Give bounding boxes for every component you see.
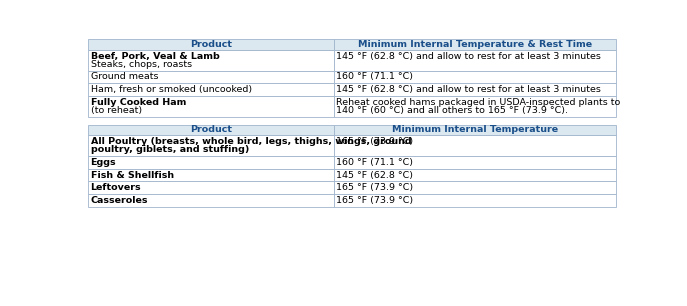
Bar <box>88 135 334 156</box>
Text: 145 °F (62.8 °C) and allow to rest for at least 3 minutes: 145 °F (62.8 °C) and allow to rest for a… <box>336 85 601 94</box>
Text: Reheat cooked hams packaged in USDA-inspected plants to: Reheat cooked hams packaged in USDA-insp… <box>336 98 620 107</box>
Text: Casseroles: Casseroles <box>91 196 148 205</box>
Text: Minimum Internal Temperature: Minimum Internal Temperature <box>392 125 558 134</box>
Text: 165 °F (73.9 °C): 165 °F (73.9 °C) <box>336 137 413 146</box>
Bar <box>88 96 334 117</box>
Text: All Poultry (breasts, whole bird, legs, thighs, wings, ground: All Poultry (breasts, whole bird, legs, … <box>91 137 411 146</box>
Text: 145 °F (62.8 °C): 145 °F (62.8 °C) <box>336 171 413 180</box>
Bar <box>88 125 334 135</box>
Text: 165 °F (73.9 °C): 165 °F (73.9 °C) <box>336 196 413 205</box>
Bar <box>88 194 334 207</box>
Text: Product: Product <box>190 40 232 49</box>
Bar <box>334 156 616 169</box>
Bar <box>334 50 616 71</box>
Text: Ground meats: Ground meats <box>91 73 158 81</box>
Text: (to reheat): (to reheat) <box>91 106 142 115</box>
Bar <box>334 169 616 181</box>
Text: Steaks, chops, roasts: Steaks, chops, roasts <box>91 60 192 69</box>
Text: Product: Product <box>190 125 232 134</box>
Bar <box>88 71 334 83</box>
Bar <box>88 39 334 50</box>
Text: Fully Cooked Ham: Fully Cooked Ham <box>91 98 186 107</box>
Bar <box>88 83 334 96</box>
Text: 160 °F (71.1 °C): 160 °F (71.1 °C) <box>336 73 413 81</box>
Bar <box>88 156 334 169</box>
Bar <box>88 50 334 71</box>
Text: 140 °F (60 °C) and all others to 165 °F (73.9 °C).: 140 °F (60 °C) and all others to 165 °F … <box>336 106 568 115</box>
Text: 165 °F (73.9 °C): 165 °F (73.9 °C) <box>336 183 413 192</box>
Text: 160 °F (71.1 °C): 160 °F (71.1 °C) <box>336 158 413 167</box>
Bar <box>334 135 616 156</box>
Bar <box>88 181 334 194</box>
Text: Fish & Shellfish: Fish & Shellfish <box>91 171 174 180</box>
Bar <box>88 169 334 181</box>
Text: Eggs: Eggs <box>91 158 116 167</box>
Text: Leftovers: Leftovers <box>91 183 141 192</box>
Text: 145 °F (62.8 °C) and allow to rest for at least 3 minutes: 145 °F (62.8 °C) and allow to rest for a… <box>336 52 601 61</box>
Bar <box>334 181 616 194</box>
Bar <box>334 39 616 50</box>
Bar <box>334 96 616 117</box>
Bar <box>334 71 616 83</box>
Text: Ham, fresh or smoked (uncooked): Ham, fresh or smoked (uncooked) <box>91 85 251 94</box>
Text: Beef, Pork, Veal & Lamb: Beef, Pork, Veal & Lamb <box>91 52 219 61</box>
Bar <box>334 83 616 96</box>
Text: poultry, giblets, and stuffing): poultry, giblets, and stuffing) <box>91 145 249 154</box>
Text: Minimum Internal Temperature & Rest Time: Minimum Internal Temperature & Rest Time <box>358 40 592 49</box>
Bar <box>334 194 616 207</box>
Bar <box>334 125 616 135</box>
